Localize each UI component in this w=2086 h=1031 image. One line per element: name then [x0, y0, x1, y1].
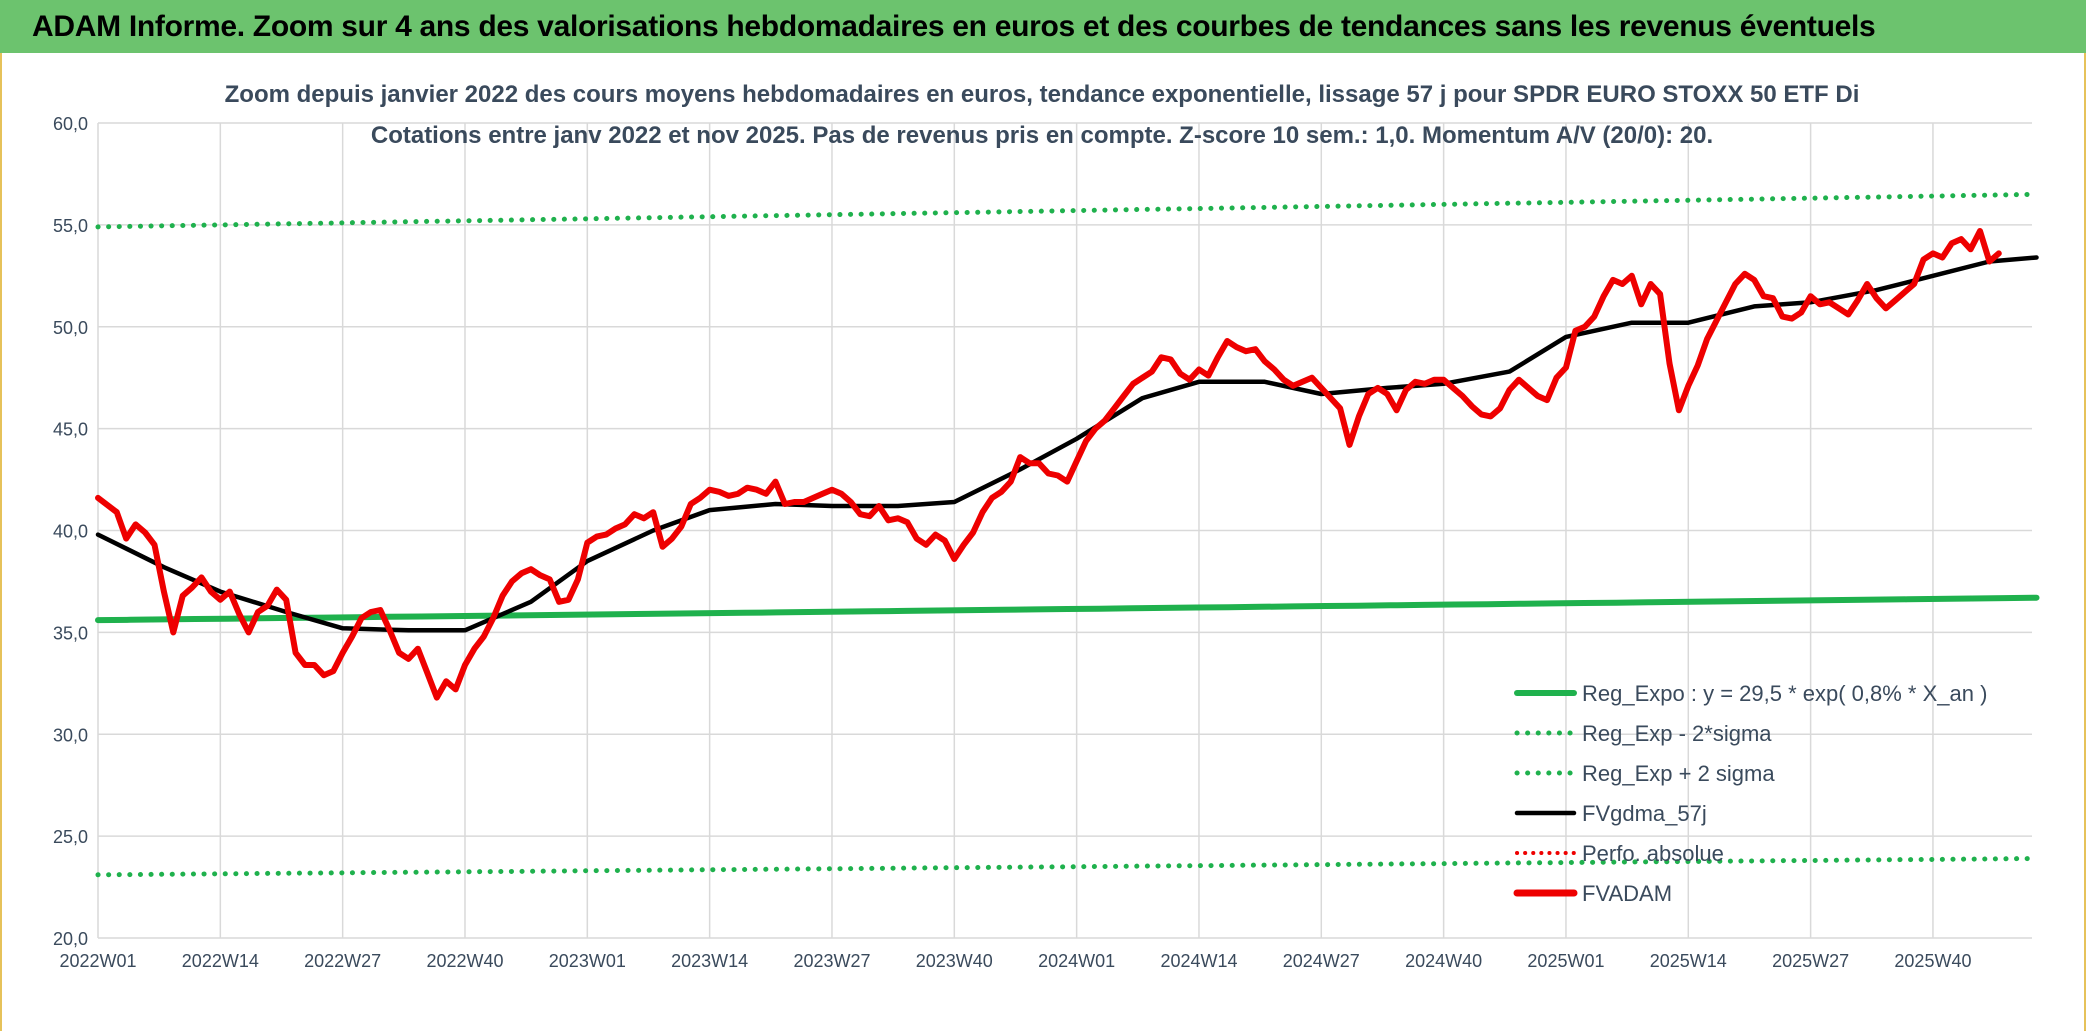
y-tick-label: 55,0 [53, 216, 88, 236]
x-tick-label: 2025W14 [1650, 951, 1727, 971]
x-tick-label: 2025W40 [1894, 951, 1971, 971]
x-tick-label: 2022W27 [304, 951, 381, 971]
report-header: ADAM Informe. Zoom sur 4 ans des valoris… [0, 0, 2086, 53]
chart-title-line1: Zoom depuis janvier 2022 des cours moyen… [225, 81, 1860, 108]
legend-label: Reg_Exp - 2*sigma [1582, 721, 1772, 746]
reg-exp-plus-2sigma-line [95, 191, 2039, 230]
fvgdma-57j-line [95, 255, 2039, 633]
legend-label: Reg_Expo : y = 29,5 * exp( 0,8% * X_an ) [1582, 681, 1987, 706]
fvadam-line [95, 228, 2002, 701]
y-tick-label: 45,0 [53, 420, 88, 440]
y-tick-label: 50,0 [53, 318, 88, 338]
legend-label: FVgdma_57j [1582, 801, 1707, 826]
x-tick-label: 2024W01 [1038, 951, 1115, 971]
x-tick-label: 2024W27 [1283, 951, 1360, 971]
x-tick-label: 2022W14 [182, 951, 259, 971]
grid [97, 122, 2032, 939]
y-tick-label: 20,0 [53, 929, 88, 949]
x-tick-label: 2023W01 [549, 951, 626, 971]
x-tick-label: 2023W27 [793, 951, 870, 971]
y-tick-label: 35,0 [53, 623, 88, 643]
x-tick-label: 2025W27 [1772, 951, 1849, 971]
y-tick-label: 60,0 [53, 114, 88, 134]
y-tick-label: 40,0 [53, 522, 88, 542]
x-tick-label: 2023W40 [916, 951, 993, 971]
x-tick-label: 2022W01 [59, 951, 136, 971]
x-tick-label: 2022W40 [426, 951, 503, 971]
legend-label: Reg_Exp + 2 sigma [1582, 761, 1775, 786]
x-tick-label: 2024W40 [1405, 951, 1482, 971]
legend: Reg_Expo : y = 29,5 * exp( 0,8% * X_an )… [1513, 681, 1987, 906]
chart-area: Zoom depuis janvier 2022 des cours moyen… [0, 53, 2086, 1031]
x-tick-label: 2023W14 [671, 951, 748, 971]
series [95, 191, 2040, 878]
x-tick-label: 2024W14 [1160, 951, 1237, 971]
report-title: ADAM Informe. Zoom sur 4 ans des valoris… [32, 9, 1876, 43]
y-tick-label: 30,0 [53, 725, 88, 745]
legend-label: FVADAM [1582, 881, 1672, 906]
line-chart: Zoom depuis janvier 2022 des cours moyen… [53, 81, 2040, 971]
x-tick-label: 2025W01 [1527, 951, 1604, 971]
chart-title-line2: Cotations entre janv 2022 et nov 2025. P… [371, 122, 1713, 149]
reg-exp-minus-2sigma-line [95, 856, 2039, 878]
reg-expo-line [95, 594, 2040, 624]
axes: 60,055,050,045,040,035,030,025,020,02022… [53, 114, 1972, 971]
legend-label: Perfo. absolue [1582, 841, 1724, 866]
y-tick-label: 25,0 [53, 827, 88, 847]
